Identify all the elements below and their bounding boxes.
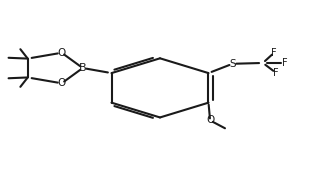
Text: O: O <box>58 78 66 88</box>
Text: S: S <box>229 59 236 69</box>
Text: B: B <box>79 63 86 73</box>
Text: F: F <box>273 68 278 78</box>
Text: O: O <box>58 48 66 58</box>
Text: F: F <box>283 58 288 68</box>
Text: O: O <box>206 115 214 125</box>
Text: F: F <box>271 48 277 58</box>
